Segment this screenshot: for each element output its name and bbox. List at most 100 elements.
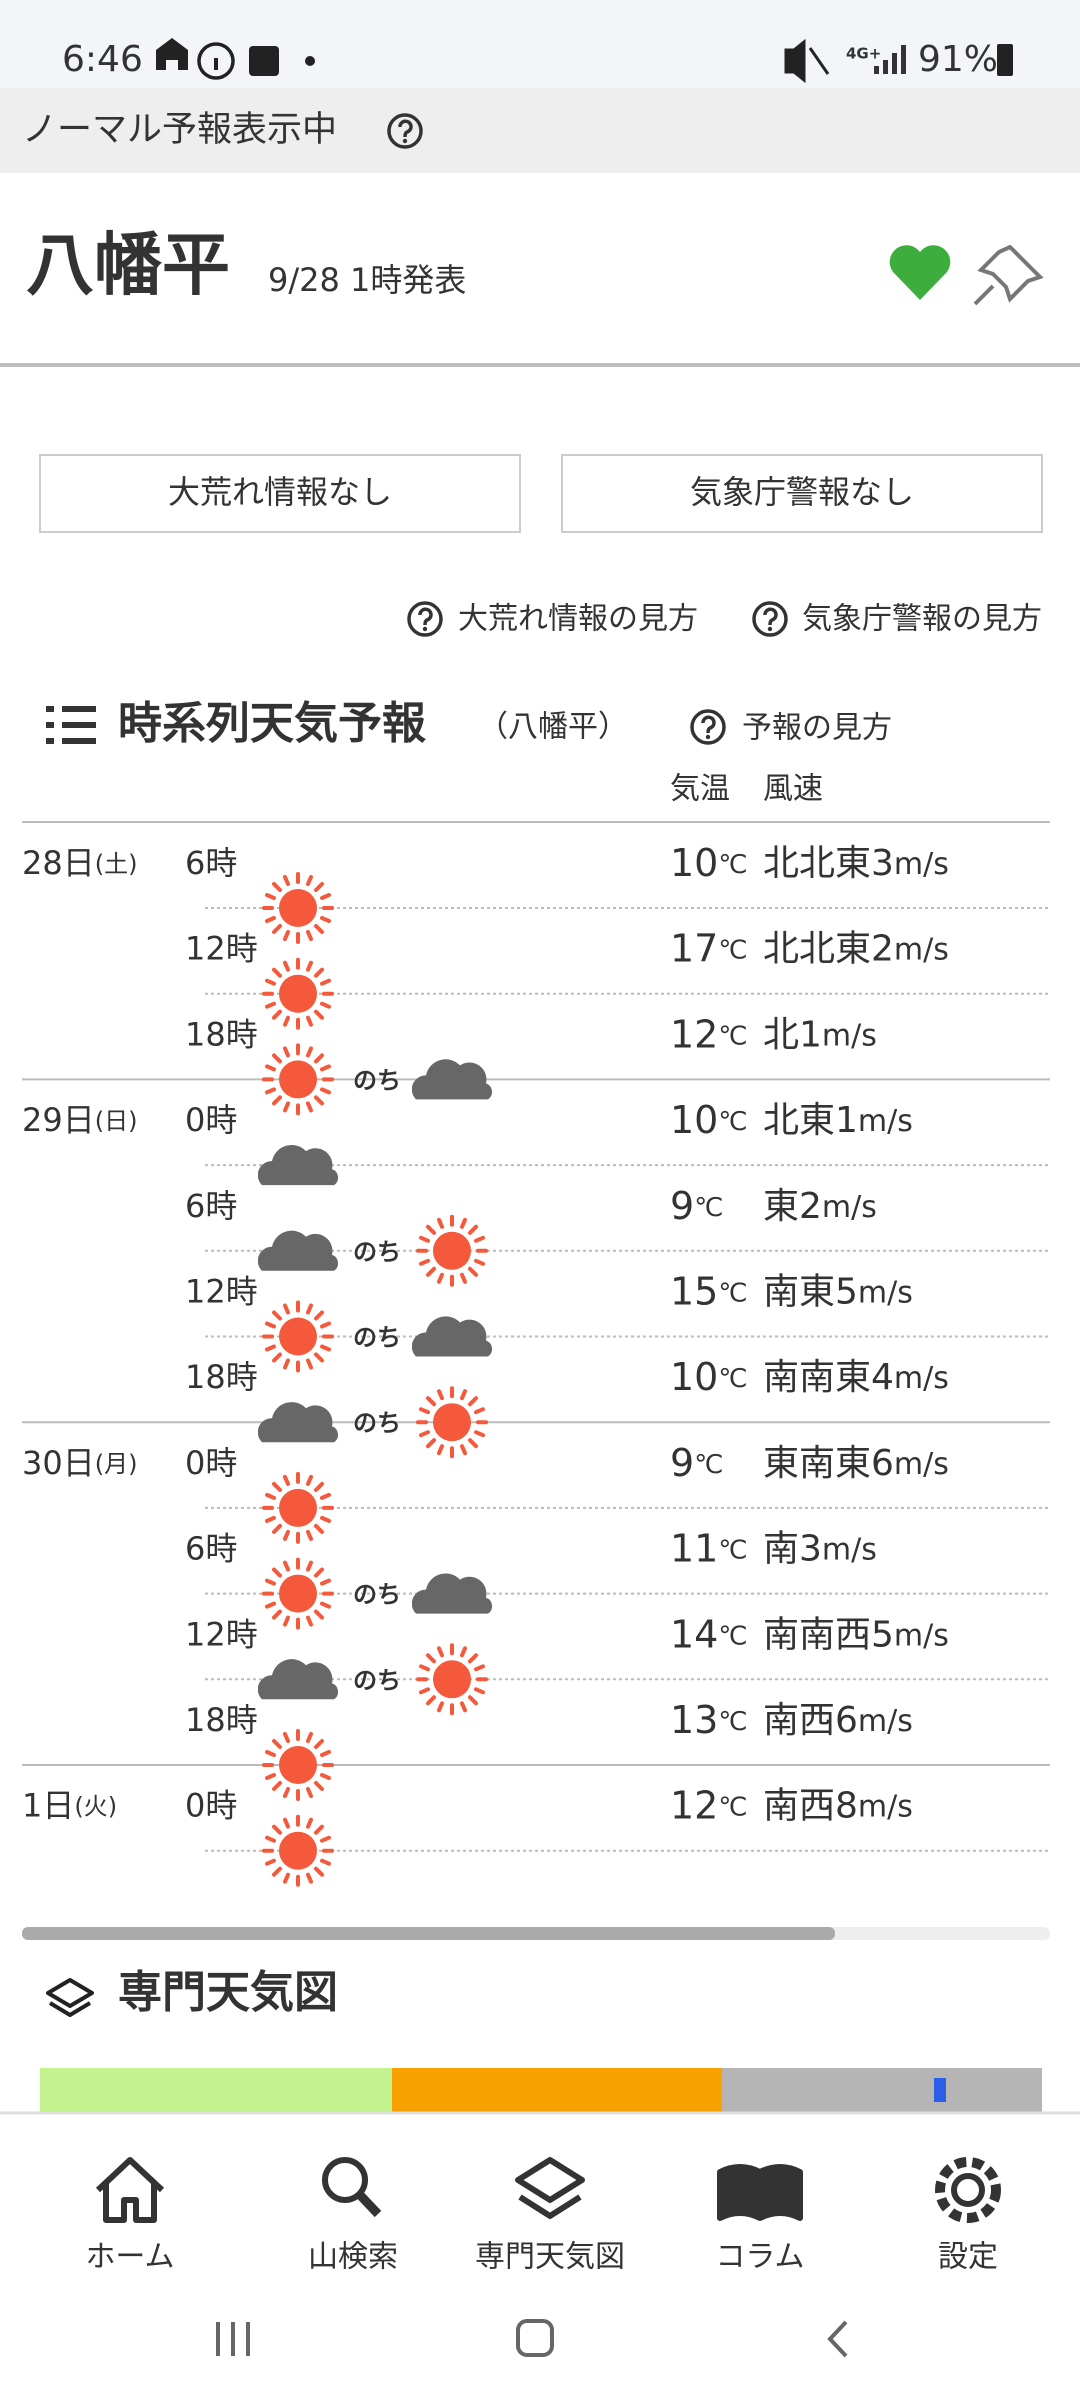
mute-icon	[784, 38, 830, 84]
temperature: 10℃	[670, 841, 748, 885]
nav-label[interactable]: ホーム	[85, 2240, 174, 2275]
wind-unit: m/s	[894, 1446, 949, 1481]
wind: 北東1m/s	[763, 1100, 913, 1141]
later-label: のち	[353, 1238, 401, 1266]
later-label: のち	[353, 1066, 401, 1094]
info-status-icon	[214, 58, 218, 70]
settings-icon[interactable]	[935, 2157, 1001, 2223]
pin-button[interactable]	[973, 244, 1044, 306]
date-weekday: (火)	[74, 1793, 117, 1821]
wind-value: 南南東4	[763, 1357, 894, 1398]
help-link[interactable]: 大荒れ情報の見方	[458, 602, 698, 637]
date-weekday: (日)	[95, 1107, 138, 1135]
cloud-icon	[258, 1230, 338, 1271]
later-label: のち	[353, 1409, 401, 1437]
map-preview[interactable]	[722, 2068, 1042, 2118]
back-button[interactable]	[827, 2320, 848, 2358]
temperature: 10℃	[670, 1355, 748, 1399]
wind-value: 南3	[763, 1529, 822, 1570]
later-label: のち	[353, 1324, 401, 1352]
header-divider	[0, 363, 1080, 367]
wind: 北北東3m/s	[763, 843, 949, 884]
network-type: 4G+	[846, 45, 881, 63]
temperature-value: 9	[670, 1183, 694, 1227]
wind-value: 南南西5	[763, 1614, 894, 1655]
wind-unit: m/s	[822, 1189, 877, 1224]
help-icon[interactable]	[690, 709, 726, 745]
search-icon[interactable]	[356, 2191, 382, 2218]
temperature-unit: ℃	[718, 1621, 747, 1651]
wind: 東南東6m/s	[763, 1443, 949, 1484]
wind-unit: m/s	[858, 1789, 913, 1824]
date-day: 28日	[22, 844, 95, 882]
wind-value: 北東1	[763, 1100, 858, 1141]
recents-button[interactable]	[216, 2322, 250, 2356]
search-icon[interactable]	[322, 2157, 368, 2203]
map-preview[interactable]	[40, 2068, 392, 2118]
map-preview[interactable]	[392, 2068, 722, 2118]
temperature: 11℃	[670, 1526, 748, 1570]
temperature-value: 15	[670, 1269, 718, 1313]
wind: 南東5m/s	[763, 1272, 913, 1313]
status-time: 6:46	[62, 39, 143, 80]
time: 18時	[185, 1015, 258, 1053]
time: 6時	[185, 1530, 237, 1568]
layers-nav-icon[interactable]	[515, 2157, 585, 2219]
alert-box	[39, 454, 521, 533]
settings-icon[interactable]	[951, 2173, 985, 2207]
temperature: 12℃	[670, 1783, 748, 1827]
cloud-icon	[412, 1316, 492, 1357]
wind: 南南西5m/s	[763, 1614, 949, 1655]
wind-value: 東2	[763, 1186, 822, 1227]
column-icon[interactable]	[717, 2164, 803, 2221]
home-button[interactable]	[516, 2319, 554, 2357]
time: 6時	[185, 844, 237, 882]
help-link[interactable]: 予報の見方	[742, 711, 892, 746]
alert-box	[561, 454, 1043, 533]
date: 30日(月)	[22, 1444, 137, 1482]
temperature-value: 12	[670, 1012, 718, 1056]
temperature-value: 11	[670, 1526, 718, 1570]
temperature: 14℃	[670, 1612, 748, 1656]
wind-unit: m/s	[894, 1618, 949, 1653]
layers-icon	[46, 1978, 94, 2017]
wind: 南西8m/s	[763, 1786, 913, 1827]
battery-level: 91%	[918, 39, 998, 80]
nav-label[interactable]: 山検索	[308, 2240, 398, 2275]
wind-unit: m/s	[822, 1532, 877, 1567]
home-icon[interactable]	[95, 2157, 165, 2223]
temperature: 13℃	[670, 1698, 748, 1742]
temperature-unit: ℃	[694, 1192, 723, 1222]
temperature: 15℃	[670, 1269, 748, 1313]
wind-value: 南西6	[763, 1700, 858, 1741]
scroll-thumb[interactable]	[22, 1927, 835, 1940]
temperature-value: 13	[670, 1698, 718, 1742]
help-link[interactable]: 気象庁警報の見方	[802, 602, 1042, 637]
temperature-unit: ℃	[694, 1449, 723, 1479]
wind: 南3m/s	[763, 1529, 877, 1570]
temperature: 9℃	[670, 1183, 723, 1227]
info-status-icon	[197, 42, 235, 80]
nav-label[interactable]: 専門天気図	[475, 2240, 625, 2275]
time: 6時	[185, 1187, 237, 1225]
wind-unit: m/s	[894, 1361, 949, 1396]
time: 0時	[185, 1787, 237, 1825]
help-icon[interactable]	[407, 601, 443, 637]
temperature-unit: ℃	[718, 1364, 747, 1394]
issued-time: 9/28 1時発表	[268, 261, 466, 299]
help-icon[interactable]	[752, 601, 788, 637]
temperature-value: 12	[670, 1783, 718, 1827]
time: 12時	[185, 1615, 258, 1653]
wind: 東2m/s	[763, 1186, 877, 1227]
date-day: 1日	[22, 1787, 74, 1825]
nav-label[interactable]: 設定	[938, 2240, 998, 2275]
temperature-unit: ℃	[718, 935, 747, 965]
column-header: 気温	[670, 772, 730, 807]
nav-label[interactable]: コラム	[715, 2240, 804, 2275]
location: （八幡平）	[478, 710, 628, 745]
favorite-button[interactable]	[889, 245, 951, 300]
wind-value: 東南東6	[763, 1443, 894, 1484]
later-label: のち	[353, 1666, 401, 1694]
date-weekday: (土)	[95, 850, 138, 878]
mode-banner	[0, 88, 1080, 173]
